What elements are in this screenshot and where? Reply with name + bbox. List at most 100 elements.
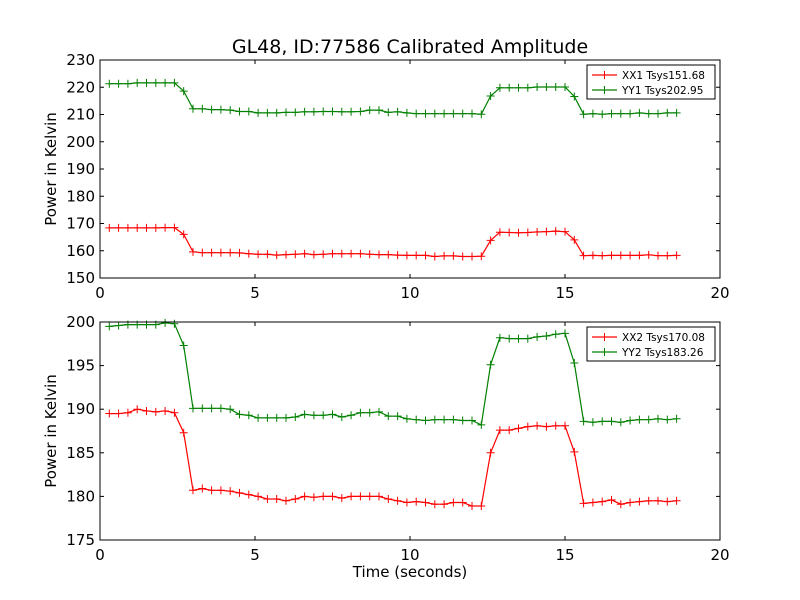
data-point xyxy=(337,249,346,258)
data-point xyxy=(514,334,523,343)
data-point xyxy=(347,411,356,420)
data-point xyxy=(644,415,653,424)
data-point xyxy=(114,223,123,232)
data-point xyxy=(161,318,170,327)
data-point xyxy=(533,82,542,91)
data-point xyxy=(477,252,486,261)
data-point xyxy=(421,416,430,425)
data-point xyxy=(179,230,188,239)
data-point xyxy=(319,250,328,259)
data-point xyxy=(672,251,681,260)
data-point xyxy=(189,104,197,113)
data-point xyxy=(151,78,160,87)
data-point xyxy=(663,497,672,506)
data-point xyxy=(254,413,263,422)
data-point xyxy=(570,235,579,244)
data-point xyxy=(114,321,123,330)
data-point xyxy=(375,492,383,501)
y-tick-label: 190 xyxy=(66,160,95,178)
data-point xyxy=(635,497,644,506)
data-point xyxy=(244,249,253,258)
data-point xyxy=(263,108,272,117)
data-point xyxy=(505,334,514,343)
x-tick-label: 15 xyxy=(555,546,574,564)
data-point xyxy=(533,332,542,341)
data-point xyxy=(319,411,328,420)
legend-marker xyxy=(600,348,609,356)
data-point xyxy=(105,409,114,418)
data-point xyxy=(523,422,532,431)
data-point xyxy=(291,413,300,422)
legend-marker xyxy=(600,86,609,94)
data-point xyxy=(393,251,402,260)
data-point xyxy=(142,406,151,415)
data-point xyxy=(179,428,188,437)
data-point xyxy=(663,108,672,117)
data-point xyxy=(514,228,523,237)
data-point xyxy=(588,418,597,427)
data-point xyxy=(384,108,393,117)
data-point xyxy=(254,492,263,501)
data-point xyxy=(235,248,244,257)
data-point xyxy=(561,421,569,430)
data-point xyxy=(393,107,402,116)
data-point xyxy=(123,408,132,417)
data-point xyxy=(282,108,290,117)
data-point xyxy=(654,414,662,423)
data-point xyxy=(440,109,449,118)
data-point xyxy=(207,105,216,114)
data-point xyxy=(430,415,439,424)
y-tick-label: 170 xyxy=(66,215,95,233)
data-point xyxy=(151,223,160,232)
data-point xyxy=(654,496,662,505)
data-point xyxy=(514,424,523,433)
data-point xyxy=(440,251,449,260)
data-point xyxy=(365,492,374,501)
data-point xyxy=(458,252,467,261)
data-point xyxy=(468,252,476,261)
data-point xyxy=(142,78,151,87)
data-point xyxy=(170,223,179,232)
data-point xyxy=(449,251,458,260)
data-point xyxy=(133,78,142,87)
data-point xyxy=(402,108,411,117)
data-point xyxy=(207,486,216,495)
data-point xyxy=(319,107,328,116)
data-point xyxy=(644,496,653,505)
legend-marker xyxy=(600,333,609,341)
data-point xyxy=(300,410,309,419)
data-point xyxy=(216,486,225,495)
data-point xyxy=(654,251,662,260)
data-point xyxy=(347,107,356,116)
data-point xyxy=(477,110,486,119)
x-tick-label: 20 xyxy=(710,284,729,302)
data-point xyxy=(133,405,142,414)
data-point xyxy=(616,251,625,260)
data-point xyxy=(309,250,318,259)
data-point xyxy=(114,409,123,418)
y-tick-label: 195 xyxy=(66,357,95,375)
x-axis-label: Time (seconds) xyxy=(352,563,468,581)
data-point xyxy=(393,412,402,421)
data-point xyxy=(179,341,188,350)
data-point xyxy=(421,251,430,260)
data-point xyxy=(561,227,569,236)
y-axis-label: Power in Kelvin xyxy=(42,374,60,488)
data-point xyxy=(626,498,635,507)
data-point xyxy=(309,107,318,116)
data-point xyxy=(328,492,337,501)
data-point xyxy=(449,109,458,118)
data-point xyxy=(551,82,560,91)
data-point xyxy=(393,496,402,505)
data-point xyxy=(337,494,346,503)
data-point xyxy=(328,410,337,419)
y-tick-label: 210 xyxy=(66,106,95,124)
data-point xyxy=(235,107,244,116)
data-point xyxy=(523,228,532,237)
data-point xyxy=(579,110,588,119)
data-point xyxy=(663,251,672,260)
data-point xyxy=(570,92,579,101)
data-point xyxy=(300,492,309,501)
data-point xyxy=(607,495,616,504)
data-point xyxy=(533,227,542,236)
